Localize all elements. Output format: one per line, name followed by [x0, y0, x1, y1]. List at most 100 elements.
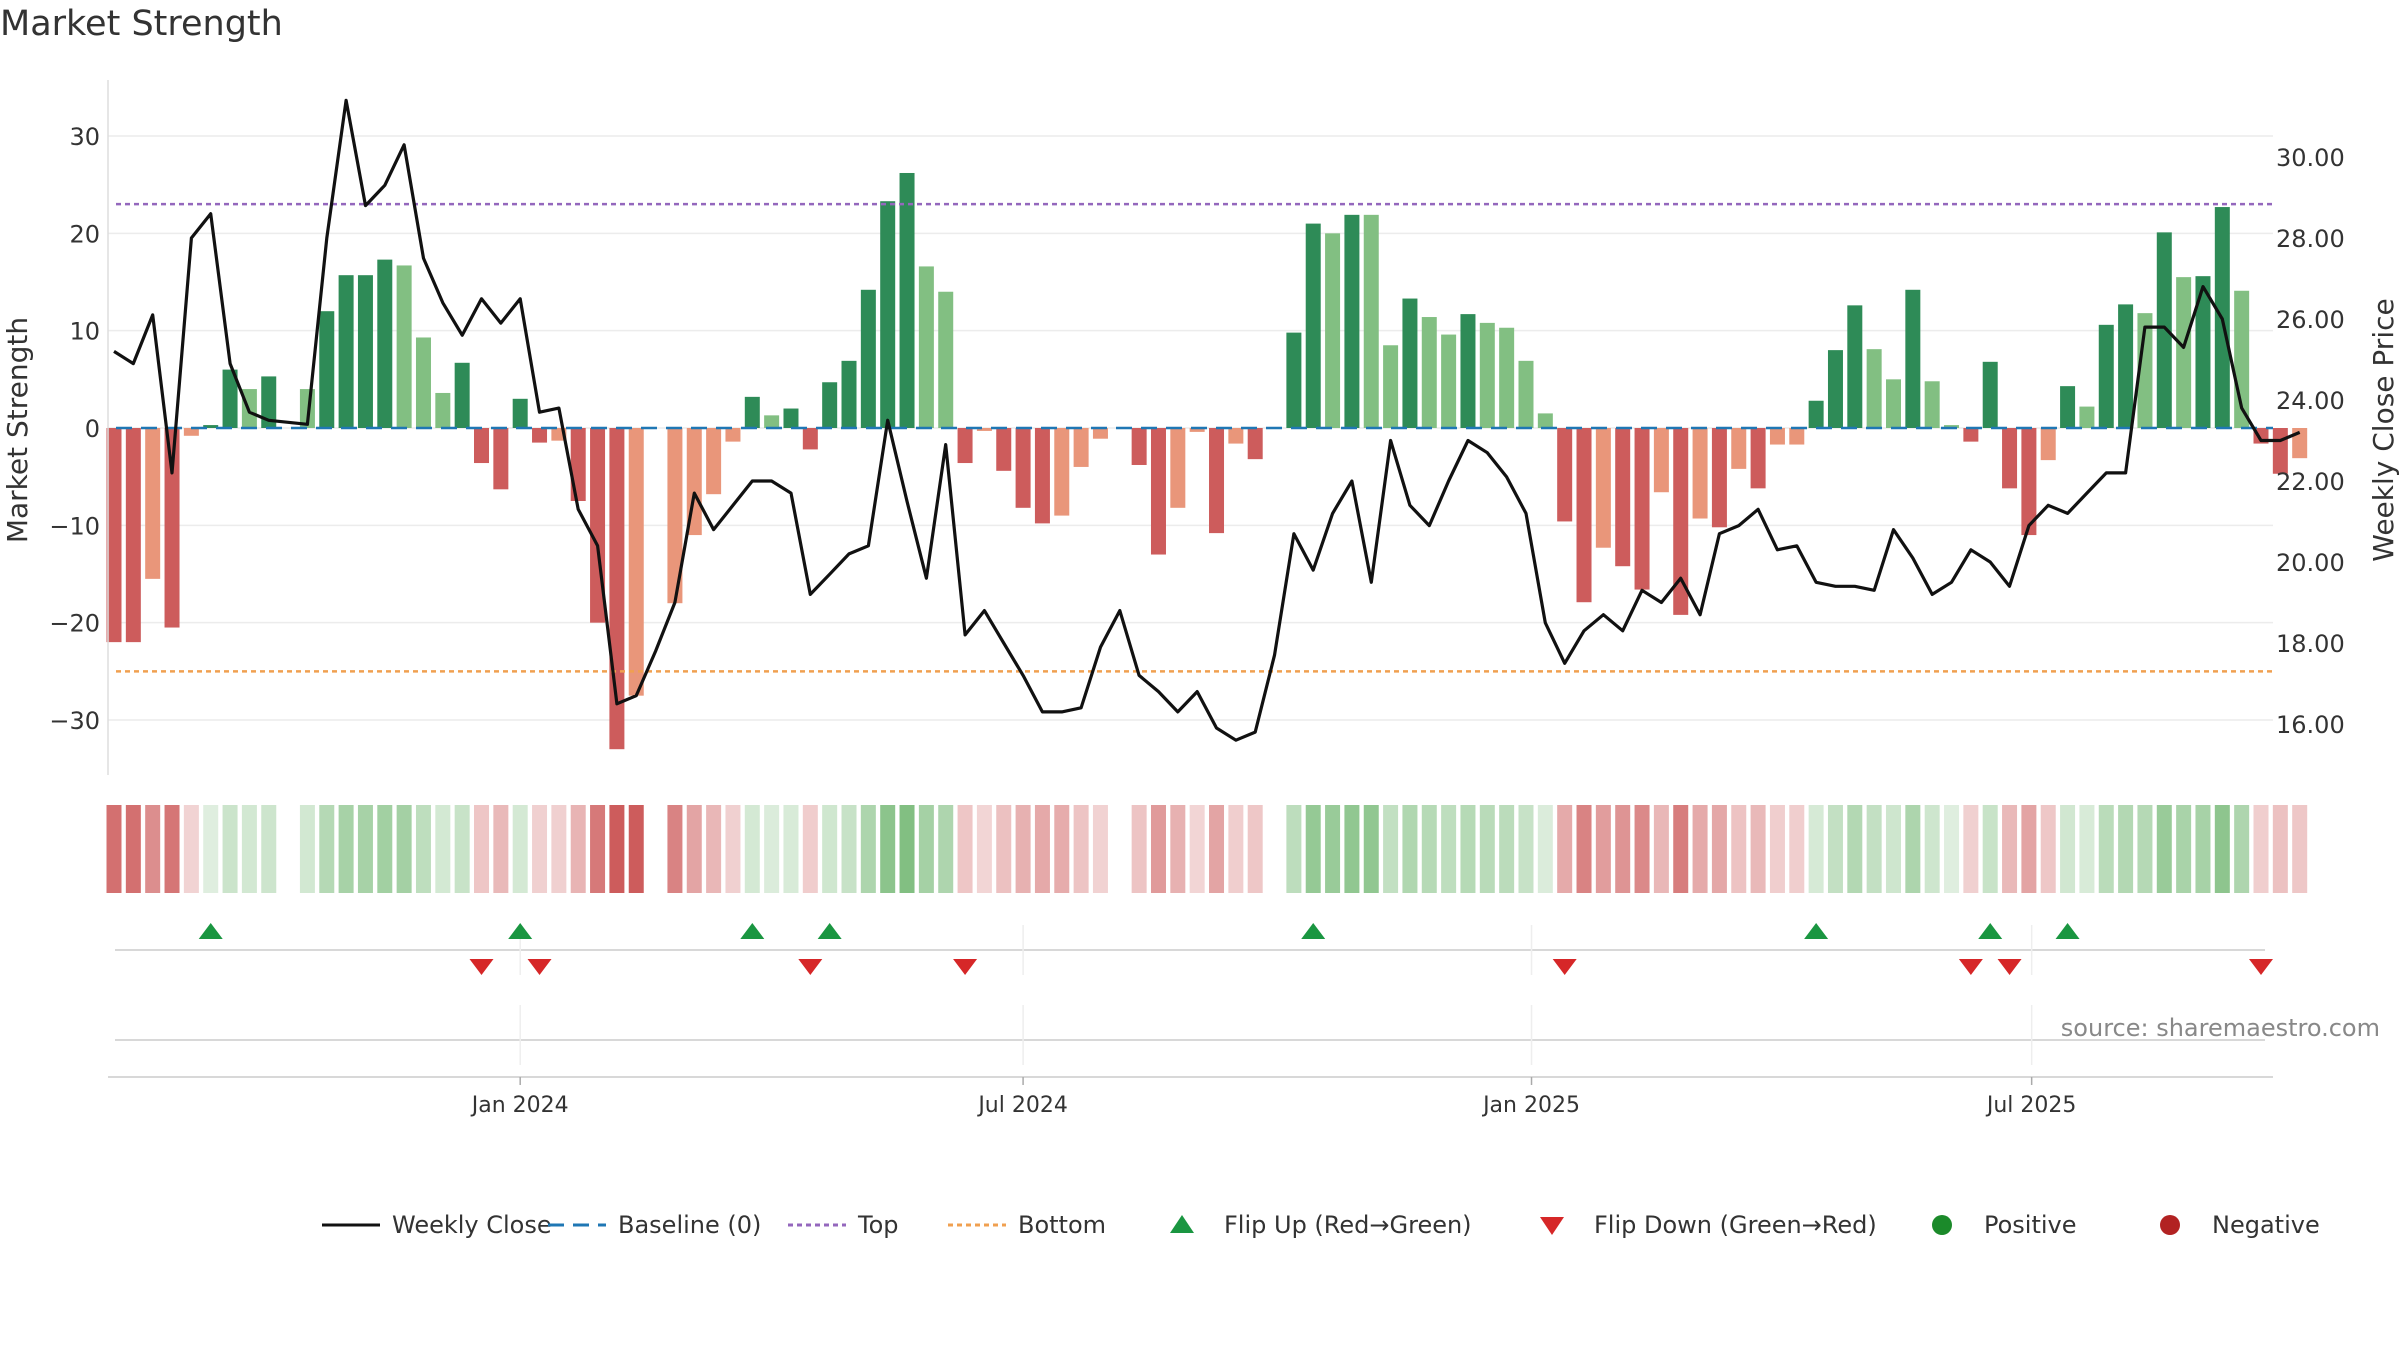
strength-bar	[1092, 428, 1108, 439]
strip-cell	[1305, 805, 1321, 893]
strip-cell	[106, 805, 122, 893]
strip-cell	[570, 805, 586, 893]
strength-bar	[764, 415, 780, 428]
weekly-close-line	[113, 98, 2301, 742]
flip-down-marker	[2249, 959, 2273, 975]
strength-bar	[319, 311, 335, 428]
strength-bar	[1518, 360, 1534, 428]
strip-cell	[938, 805, 954, 893]
strip-cell	[2002, 805, 2018, 893]
strength-bar	[1769, 428, 1785, 445]
strength-bar	[996, 428, 1012, 471]
strip-cell	[1054, 805, 1070, 893]
strip-cell	[1905, 805, 1921, 893]
strength-bar	[1827, 350, 1843, 428]
strip-cell	[1131, 805, 1147, 893]
strength-bar	[1789, 428, 1805, 445]
strip-cell	[125, 805, 141, 893]
strength-bar	[435, 392, 451, 428]
strip-cell	[532, 805, 548, 893]
strip-cell	[474, 805, 490, 893]
strip-cell	[454, 805, 470, 893]
strength-bar	[1750, 428, 1766, 489]
strength-bar	[2002, 428, 2018, 489]
strip-cell	[1383, 805, 1399, 893]
strength-bar	[1885, 379, 1901, 428]
right-tick-label: 24.00	[2276, 387, 2345, 415]
strength-bar	[1537, 413, 1553, 428]
strength-bar	[1847, 305, 1863, 428]
strip-cell	[764, 805, 780, 893]
flip-down-marker	[1997, 959, 2022, 975]
strip-cell	[493, 805, 509, 893]
right-tick-label: 30.00	[2276, 144, 2345, 172]
strength-bar	[1905, 289, 1921, 428]
strength-bar	[1673, 428, 1689, 615]
strength-bar	[164, 428, 180, 628]
x-tick-label: Jan 2025	[1481, 1093, 1580, 1118]
flip-down-marker	[798, 959, 823, 975]
strength-bar	[2040, 428, 2056, 461]
strip-cell	[590, 805, 606, 893]
flip-up-marker	[1978, 923, 2003, 939]
strip-cell	[744, 805, 760, 893]
strip-cell	[2272, 805, 2288, 893]
x-tick-label: Jul 2025	[1985, 1093, 2077, 1118]
strip-cell	[435, 805, 451, 893]
strip-cell	[1692, 805, 1708, 893]
strength-bars	[106, 172, 2308, 750]
strength-bar	[1808, 400, 1824, 428]
strip-cell	[222, 805, 238, 893]
strength-bar	[2137, 313, 2153, 428]
strip-cell	[1344, 805, 1360, 893]
strength-bar	[802, 428, 818, 450]
flip-up-marker	[1804, 923, 1829, 939]
strip-cell	[357, 805, 373, 893]
legend-label: Flip Up (Red→Green)	[1224, 1211, 1472, 1239]
left-tick-label: 20	[69, 220, 100, 248]
strip-cell	[1441, 805, 1457, 893]
strength-bar	[1982, 361, 1998, 428]
strip-cell	[725, 805, 741, 893]
reference-lines	[116, 202, 2273, 673]
strength-bar	[2195, 276, 2211, 428]
strength-bar	[125, 428, 141, 643]
strength-bar	[532, 428, 548, 443]
strip-cell	[1634, 805, 1650, 893]
legend-swatch-triangle-up	[1170, 1215, 1194, 1233]
strip-cell	[1769, 805, 1785, 893]
strip-cell	[1673, 805, 1689, 893]
strength-bar	[957, 428, 973, 464]
legend-swatch-triangle-down	[1540, 1217, 1564, 1235]
left-tick-label: −30	[49, 707, 100, 735]
strength-bar	[918, 266, 934, 428]
strip-cell	[2060, 805, 2076, 893]
right-tick-label: 16.00	[2276, 711, 2345, 739]
strip-cell	[1924, 805, 1940, 893]
strip-cell	[164, 805, 180, 893]
strip-cell	[396, 805, 412, 893]
strip-cell	[1557, 805, 1573, 893]
flip-down-marker	[1958, 959, 1983, 975]
flip-down-marker	[469, 959, 494, 975]
strength-bar	[1421, 317, 1437, 428]
strip-cell	[2214, 805, 2230, 893]
legend-label: Baseline (0)	[618, 1211, 761, 1239]
strength-bar	[1073, 428, 1089, 467]
legend-label: Negative	[2212, 1211, 2320, 1239]
strength-bar	[415, 337, 431, 428]
left-tick-label: −20	[49, 610, 100, 638]
axes: 30 20 10 0 −10 −20 −30 30.00 28.00 26.00 24.00 22.0…	[1, 80, 2400, 775]
legend-item-positive: Positive	[1932, 1211, 2077, 1239]
strip-cell	[1421, 805, 1437, 893]
legend-item-flip_up: Flip Up (Red→Green)	[1170, 1211, 1472, 1239]
strength-bar	[1460, 314, 1476, 428]
x-tick-label: Jul 2024	[976, 1093, 1068, 1118]
strip-cell	[899, 805, 915, 893]
chart-legend: Weekly Close Baseline (0) Top Bottom Flip Up…	[322, 1211, 2320, 1239]
strip-cell	[261, 805, 277, 893]
strength-bar	[1150, 428, 1166, 555]
strip-cell	[860, 805, 876, 893]
strip-cell	[1615, 805, 1631, 893]
legend-item-top: Top	[788, 1211, 899, 1239]
